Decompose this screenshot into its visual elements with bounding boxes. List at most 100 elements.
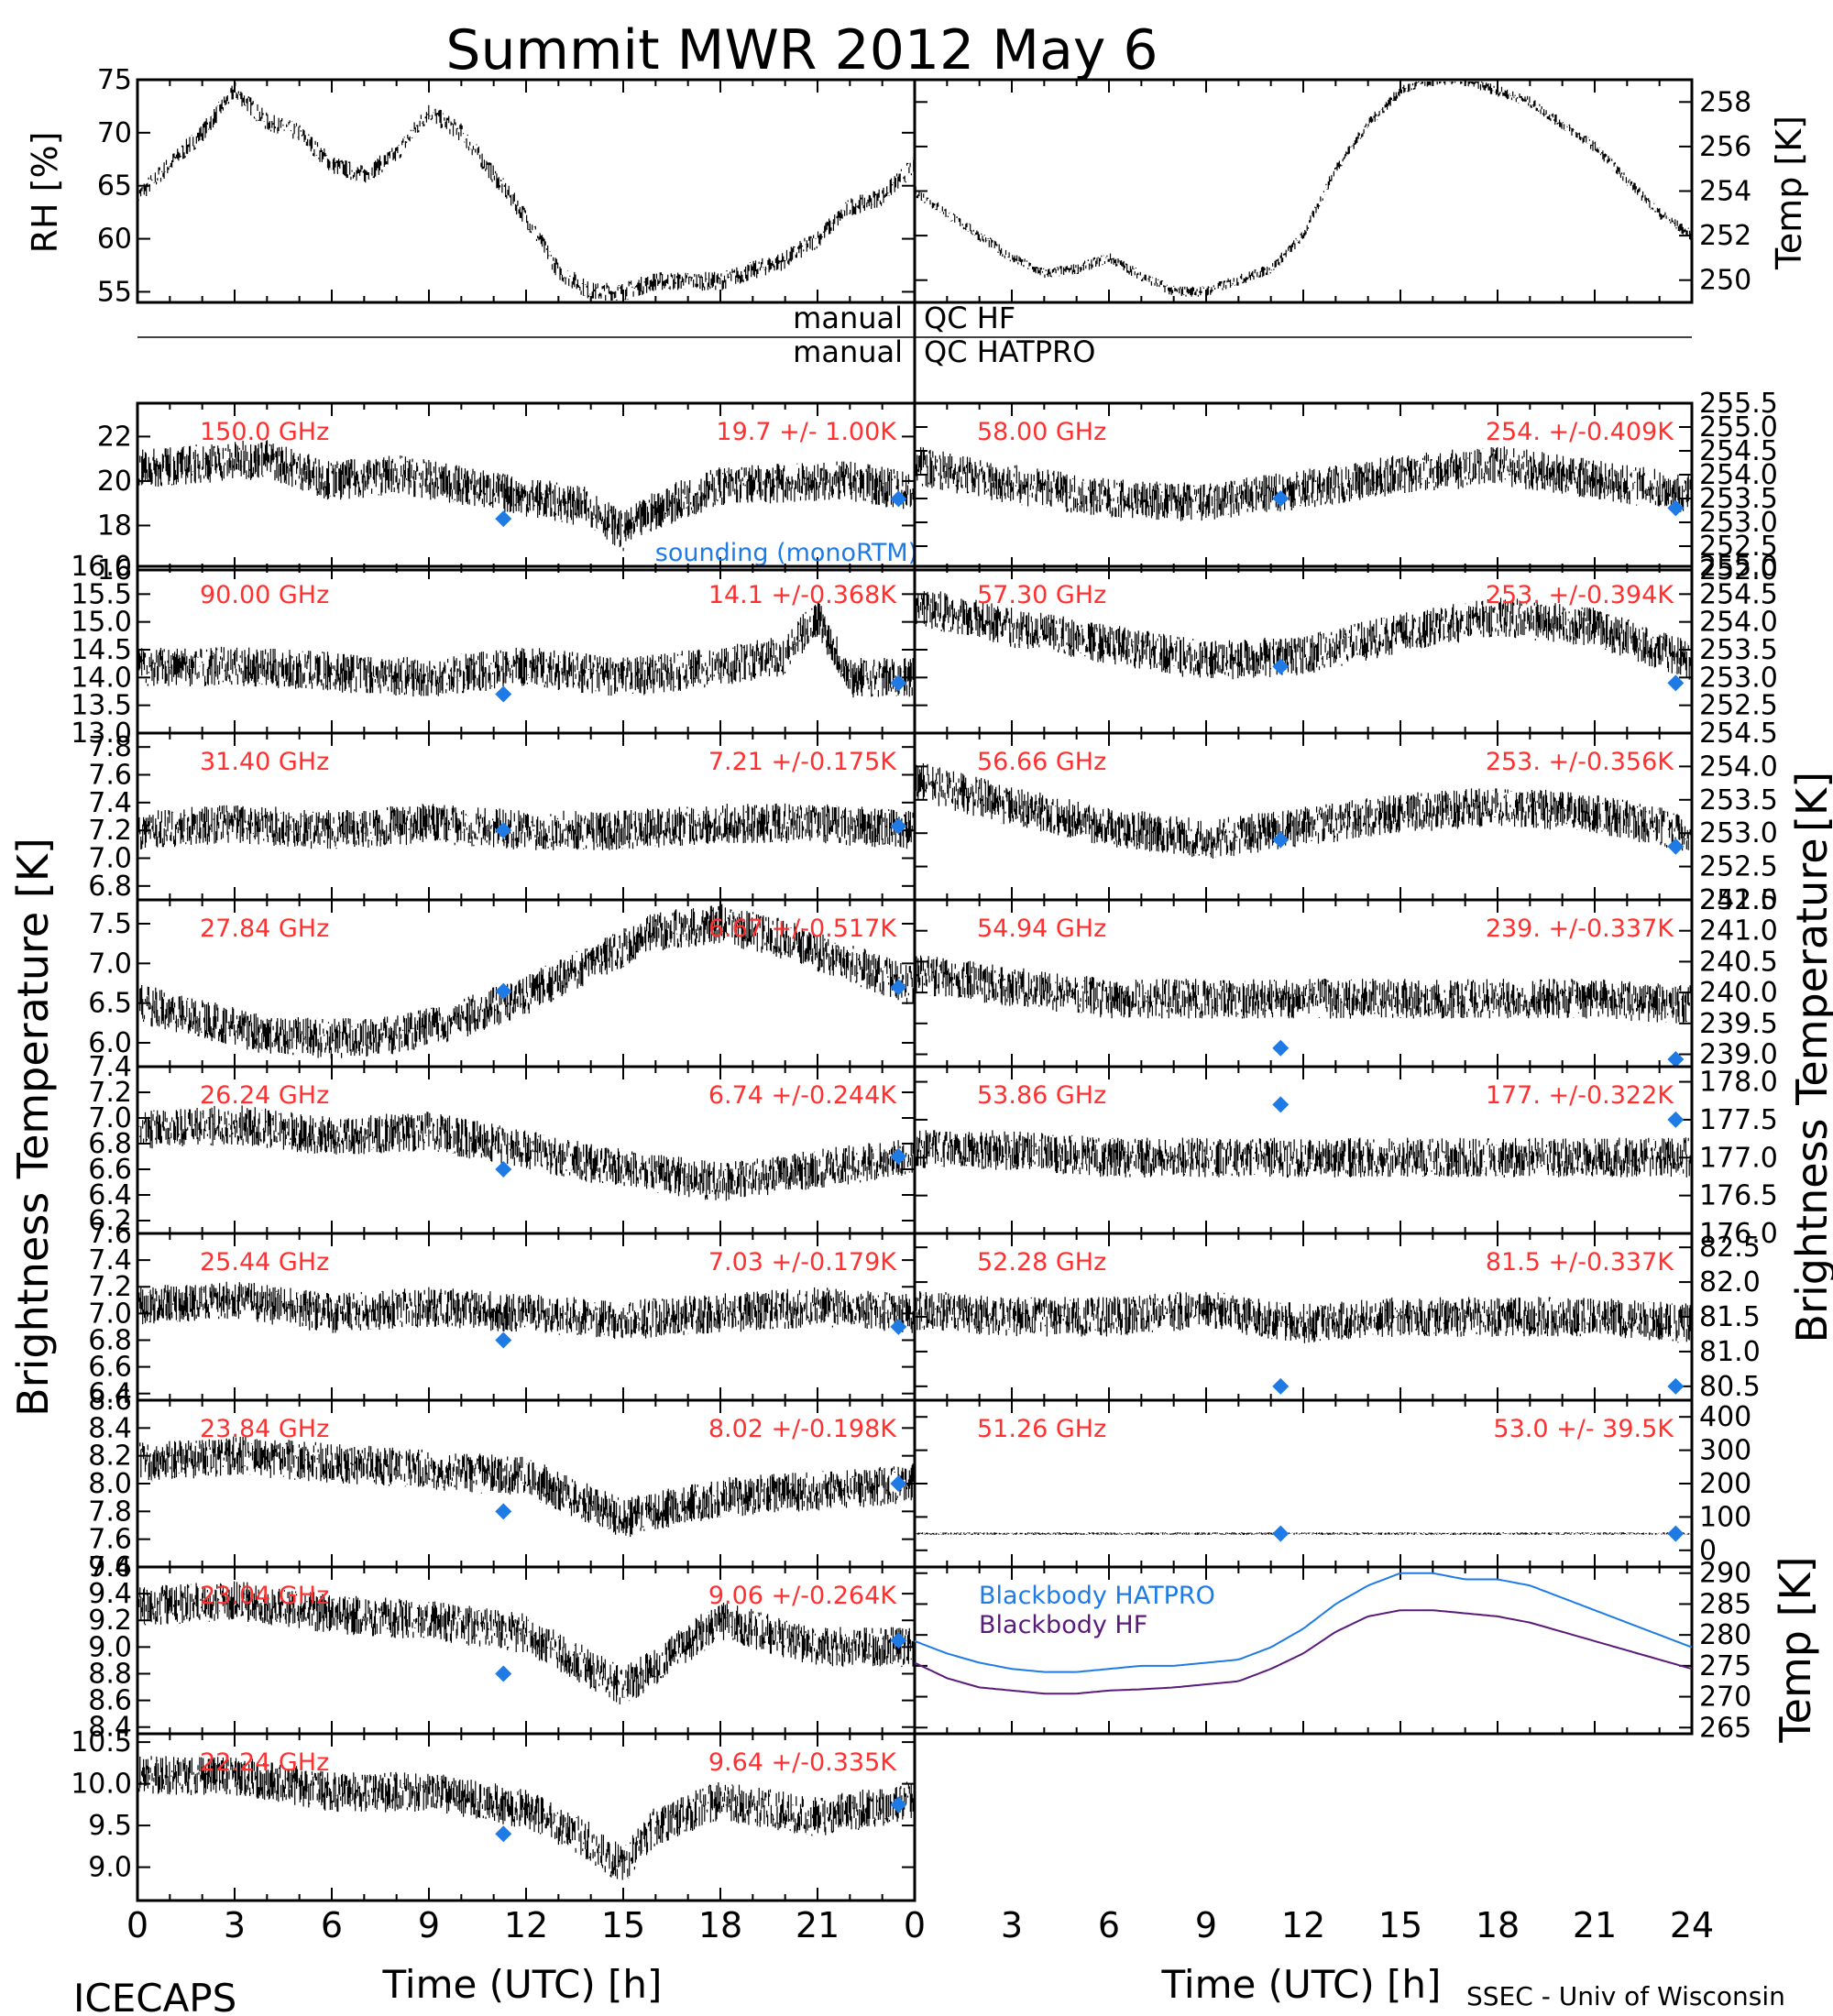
ch-5386-panel-ytick-label: 176.0	[1699, 1218, 1778, 1250]
ch-5386-panel-ytick-label: 176.5	[1699, 1180, 1778, 1212]
ch-5800-panel-ytick-label: 254.0	[1699, 459, 1778, 491]
ch-5494-stat-label: 239. +/-0.337K	[1486, 915, 1674, 943]
ch-1500-panel-ytick-label: 18	[97, 509, 132, 542]
ch-5800-panel-ytick-label: 253.0	[1699, 507, 1778, 539]
ch-9000-sounding-marker	[890, 674, 907, 692]
xtick-label-left: 21	[796, 1905, 840, 1945]
ch-1500-sounding-marker	[495, 510, 512, 528]
ch-5228-panel-ytick-label: 82.0	[1699, 1266, 1761, 1298]
xlabel-right: Time (UTC) [h]	[1161, 1962, 1442, 2007]
ch-2624-sounding-marker	[890, 1148, 907, 1165]
ch-5666-stat-label: 253. +/-0.356K	[1486, 748, 1674, 776]
ch-2304-panel-ytick-label: 9.6	[88, 1551, 132, 1583]
ch-5494-panel-ytick-label: 241.0	[1699, 915, 1778, 948]
ch-9000-panel-ytick-label: 16.0	[71, 551, 132, 583]
ch-2624-panel-ytick-label: 6.4	[88, 1179, 132, 1211]
ch-5126-sounding-marker	[1272, 1525, 1290, 1542]
ch-5494-sounding-marker	[1272, 1039, 1290, 1057]
ch-5666-panel-ytick-label: 253.5	[1699, 784, 1778, 816]
ch-5666-panel-ytick-label: 252.5	[1699, 851, 1778, 883]
ch-5800-stat-label: 254. +/-0.409K	[1486, 418, 1674, 446]
ch-9000-panel-ytick-label: 15.5	[71, 578, 132, 610]
ch-5730-panel-ytick-label: 253.5	[1699, 634, 1778, 666]
chart-title: Summit MWR 2012 May 6	[445, 18, 1158, 82]
blackbody-panel-ytick-label: 280	[1699, 1619, 1751, 1651]
ch-1500-freq-label: 150.0 GHz	[200, 418, 329, 446]
ch-2624-panel-ytick-label: 7.0	[88, 1102, 132, 1134]
ch-2784-stat-label: 6.67 +/-0.517K	[708, 915, 897, 943]
qc-row1-left: manual	[793, 301, 903, 335]
xtick-label-left: 18	[698, 1905, 742, 1945]
ch-5228-sounding-marker	[1667, 1377, 1685, 1395]
ch-5386-sounding-marker	[1667, 1111, 1685, 1128]
ch-2784-panel-ytick-label: 6.0	[88, 1027, 132, 1059]
ch-9000-panel-ytick-label: 15.0	[71, 607, 132, 639]
ch-5126-panel-ytick-label: 300	[1699, 1435, 1751, 1467]
ch-5494-series	[914, 955, 1693, 1024]
ch-3140-series	[137, 803, 916, 850]
ch-5800-panel-ytick-label: 255.5	[1699, 388, 1778, 420]
ch-2784-sounding-marker	[890, 979, 907, 996]
ch-5126-panel-ytick-label: 0	[1699, 1535, 1717, 1567]
ch-9000-panel-ytick-label: 14.5	[71, 634, 132, 666]
ch-2384-series	[137, 1436, 916, 1538]
ch-2544-panel-ytick-label: 7.4	[88, 1244, 132, 1276]
xtick-label-right: 9	[1195, 1905, 1217, 1945]
ch-2384-stat-label: 8.02 +/-0.198K	[708, 1415, 897, 1443]
temp-panel	[913, 78, 1694, 304]
ch-2784-freq-label: 27.84 GHz	[200, 915, 329, 943]
ch-2784-panel-ytick-label: 7.0	[88, 948, 132, 980]
ch-2624-panel-ytick-label: 6.6	[88, 1154, 132, 1186]
ch-5494-panel-ytick-label: 240.0	[1699, 977, 1778, 1009]
ch-2784-panel-ytick-label: 6.5	[88, 988, 132, 1020]
ch-2624-series	[137, 1105, 916, 1201]
ch-2624-sounding-marker	[495, 1161, 512, 1178]
temp-panel-ytick-label: 252	[1699, 220, 1751, 252]
ch-2544-panel-ytick-label: 7.2	[88, 1271, 132, 1303]
ch-9000-freq-label: 90.00 GHz	[200, 581, 329, 609]
ch-5386-panel-ytick-label: 177.5	[1699, 1104, 1778, 1136]
xtick-label-right: 6	[1098, 1905, 1120, 1945]
ch-5666-series	[914, 760, 1693, 859]
ch-2544-panel-ytick-label: 6.8	[88, 1324, 132, 1356]
ch-5228-freq-label: 52.28 GHz	[977, 1248, 1106, 1276]
ch-2304-series	[137, 1581, 916, 1704]
ch-9000-sounding-marker	[495, 685, 512, 703]
ch-3140-panel-ytick-label: 7.6	[88, 760, 132, 792]
ch-2544-panel-ytick-label: 7.0	[88, 1298, 132, 1330]
ch-5494-panel-ytick-label: 239.0	[1699, 1039, 1778, 1071]
ch-2544-stat-label: 7.03 +/-0.179K	[708, 1248, 897, 1276]
ch-2624-panel-ytick-label: 7.4	[88, 1051, 132, 1083]
ch-5228-panel-ytick-label: 81.5	[1699, 1301, 1761, 1333]
ch-2224-stat-label: 9.64 +/-0.335K	[708, 1748, 897, 1777]
ch-2384-panel-ytick-label: 7.6	[88, 1524, 132, 1556]
ch-5730-sounding-marker	[1667, 674, 1685, 692]
ch-2384-panel-ytick-label: 8.6	[88, 1385, 132, 1417]
ch-2304-sounding-marker	[890, 1632, 907, 1649]
ch-2544-sounding-marker	[495, 1331, 512, 1349]
xtick-label-right: 3	[1001, 1905, 1023, 1945]
ch-9000-stat-label: 14.1 +/-0.368K	[708, 581, 897, 609]
xtick-label-left: 6	[321, 1905, 343, 1945]
ch-2304-panel-ytick-label: 9.4	[88, 1578, 132, 1610]
right-big-label: Brightness Temperature	[1787, 838, 1833, 1342]
ch-2304-stat-label: 9.06 +/-0.264K	[708, 1582, 897, 1610]
ch-5730-panel-ytick-label: 255.0	[1699, 551, 1778, 583]
ch-5800-sounding-marker	[1272, 490, 1290, 507]
ch-2624-panel-ytick-label: 7.2	[88, 1077, 132, 1109]
ch-5386-sounding-marker	[1272, 1096, 1290, 1113]
ch-5386-panel-ytick-label: 178.0	[1699, 1067, 1778, 1099]
ch-2624-stat-label: 6.74 +/-0.244K	[708, 1081, 897, 1110]
ch-5800-panel-ytick-label: 252.5	[1699, 531, 1778, 563]
ch-2624-panel-ytick-label: 6.8	[88, 1128, 132, 1160]
ch-2544-panel-ytick-label: 6.4	[88, 1378, 132, 1410]
rh-panel-ytick-label: 55	[97, 276, 132, 308]
ch-2224-panel-ytick-label: 10.0	[71, 1769, 132, 1801]
ch-3140-panel-ytick-label: 6.8	[88, 871, 132, 903]
ch-2544-sounding-marker	[890, 1318, 907, 1335]
ch-5730-sounding-marker	[1272, 658, 1290, 675]
bb-ylabel: Temp [K]	[1771, 1556, 1820, 1743]
temp-panel-ytick-label: 256	[1699, 131, 1751, 163]
ch-5228-sounding-marker	[1272, 1377, 1290, 1395]
